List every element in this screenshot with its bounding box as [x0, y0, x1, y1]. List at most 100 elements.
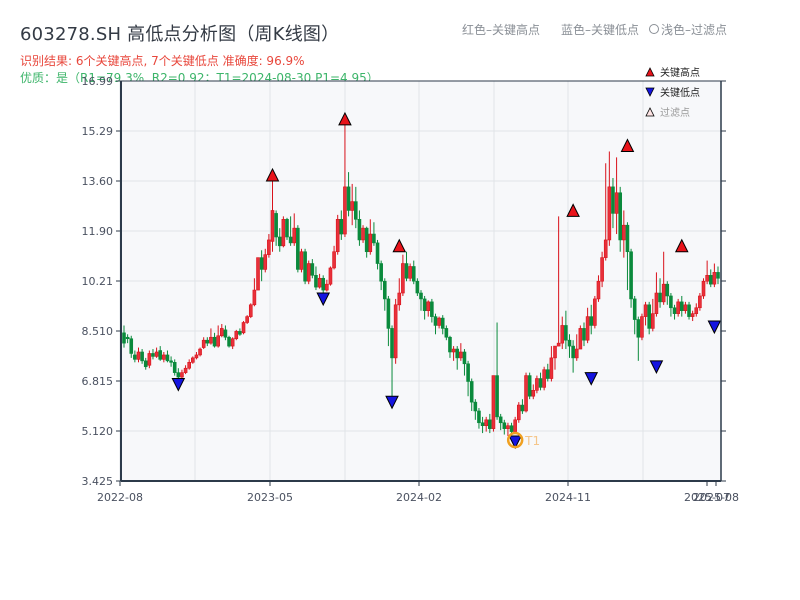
x-tick-label: 2024-02: [396, 491, 442, 504]
candle-down: [379, 263, 383, 282]
candle-down: [466, 363, 470, 382]
candle-up: [596, 280, 601, 300]
candle-up: [643, 304, 648, 317]
candle-down: [223, 329, 228, 338]
legend-light-filtered: 浅色–过滤点: [649, 21, 727, 38]
candle-up: [705, 275, 709, 282]
candle-up: [459, 351, 463, 359]
candle-down: [227, 336, 231, 347]
candle-up: [524, 375, 528, 412]
key-high-marker-icon: [566, 203, 580, 217]
candle-up: [542, 369, 546, 388]
candle-down: [430, 301, 434, 317]
candle-down: [488, 419, 492, 429]
candle-down: [632, 298, 637, 320]
candle-down: [346, 186, 351, 211]
candle-up: [491, 375, 496, 429]
key-low-marker-icon: [508, 435, 522, 450]
y-tick-label: 8.510: [82, 325, 114, 338]
candle-up: [694, 307, 699, 314]
legend-red-high: 红色–关键高点: [462, 23, 541, 37]
candle-up: [180, 372, 184, 378]
candle-down: [469, 381, 474, 403]
candle-down: [669, 295, 673, 309]
candle-up: [201, 339, 206, 348]
candle-down: [444, 328, 449, 338]
candle-down: [455, 348, 460, 359]
candle-up: [219, 328, 224, 337]
candle-up: [350, 201, 354, 211]
candle-down: [314, 275, 318, 288]
x-tick-label: 2025-07: [684, 491, 730, 504]
candle-up: [230, 338, 235, 347]
candle-up: [661, 283, 666, 303]
candle-down: [564, 325, 568, 341]
legend-label: 过滤点: [660, 106, 690, 119]
candle-down: [582, 328, 586, 341]
candle-down: [647, 304, 651, 329]
candle-up: [698, 295, 702, 309]
candle-down: [303, 251, 307, 282]
candle-up: [401, 263, 405, 294]
candle-down: [708, 275, 713, 285]
candle-up: [248, 304, 253, 317]
candle-up: [328, 267, 333, 285]
candle-up: [654, 292, 659, 314]
candle-up: [549, 357, 554, 379]
candle-up: [234, 331, 239, 340]
recognition-result: 识别结果: 6个关键高点, 7个关键低点 准确度: 96.9%: [20, 54, 305, 68]
circle-icon: [649, 24, 659, 34]
candle-up: [306, 263, 311, 282]
candle-up: [270, 210, 275, 242]
candle-down: [571, 345, 575, 359]
candle-down: [321, 277, 326, 291]
candle-down: [390, 328, 394, 359]
candle-up: [393, 304, 398, 359]
legend-label: 关键高点: [660, 66, 700, 79]
candle-up: [535, 378, 539, 391]
candle-up: [690, 313, 695, 317]
x-tick-label: 2023-05: [247, 491, 293, 504]
candle-down: [382, 280, 387, 300]
candle-up: [332, 251, 336, 269]
candle-down: [509, 425, 514, 432]
key-high-marker-icon: [620, 138, 635, 152]
x-tick-label: 2024-11: [545, 491, 591, 504]
candle-up: [325, 283, 329, 291]
candle-up: [397, 292, 402, 306]
candle-up: [343, 186, 347, 235]
key-high-marker-icon: [392, 238, 407, 253]
candle-down: [172, 362, 177, 373]
candle-up: [712, 272, 717, 285]
candle-down: [339, 218, 344, 235]
y-tick-label: 10.21: [82, 275, 114, 288]
candle-up: [136, 351, 141, 360]
candle-up: [194, 354, 199, 359]
candle-up: [556, 342, 561, 347]
candle-down: [636, 319, 641, 338]
candle-down: [169, 360, 173, 363]
candle-down: [165, 354, 170, 362]
candle-down: [205, 339, 210, 344]
candle-up: [292, 227, 297, 244]
candle-down: [618, 192, 623, 241]
candle-down: [687, 304, 691, 317]
candle-down: [538, 378, 543, 388]
candle-up: [299, 251, 304, 270]
candle-down: [527, 375, 532, 397]
candle-up: [368, 233, 373, 253]
candle-down: [422, 298, 427, 312]
candle-up: [335, 218, 340, 253]
candle-up: [513, 419, 517, 432]
candle-down: [151, 353, 155, 357]
candle-up: [281, 218, 286, 247]
candle-down: [140, 351, 144, 362]
candle-down: [433, 316, 438, 326]
candle-down: [277, 236, 282, 247]
candle-down: [567, 339, 572, 347]
candle-up: [147, 353, 152, 366]
candle-up: [622, 224, 626, 241]
candle-down: [625, 224, 630, 253]
candle-down: [357, 218, 362, 241]
candle-down: [477, 410, 481, 424]
